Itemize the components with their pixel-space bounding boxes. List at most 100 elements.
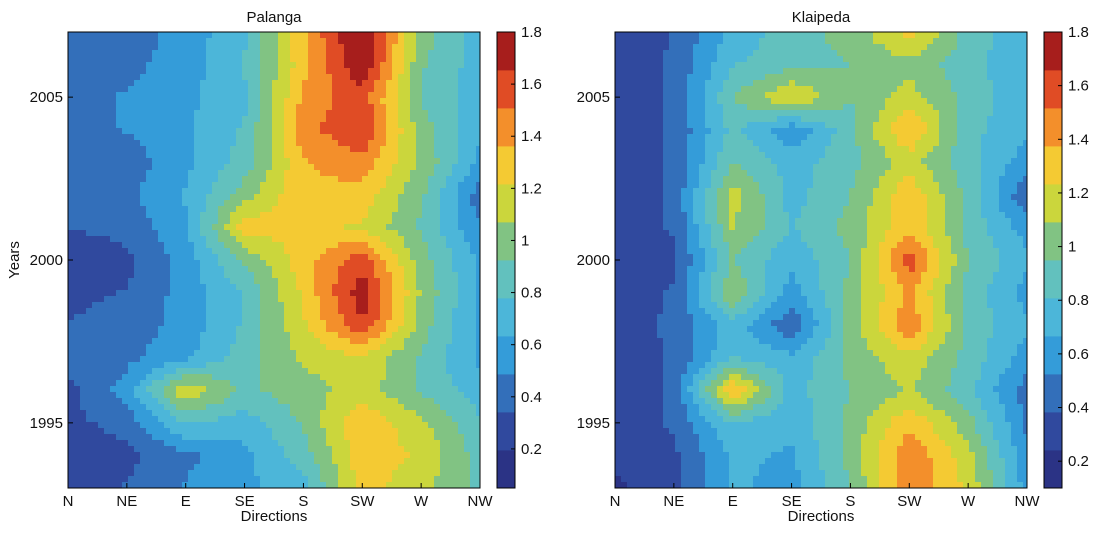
contour-cell bbox=[392, 374, 399, 381]
contour-cell bbox=[440, 404, 447, 411]
contour-cell bbox=[230, 272, 237, 279]
contour-cell bbox=[440, 284, 447, 291]
contour-cell bbox=[374, 314, 381, 321]
contour-cell bbox=[356, 356, 363, 363]
contour-cell bbox=[344, 80, 351, 87]
contour-cell bbox=[446, 290, 453, 297]
contour-cell bbox=[152, 464, 159, 471]
contour-cell bbox=[314, 140, 321, 147]
contour-cell bbox=[92, 416, 99, 423]
contour-cell bbox=[104, 272, 111, 279]
contour-cell bbox=[392, 116, 399, 123]
contour-cell bbox=[428, 284, 435, 291]
contour-cell bbox=[122, 404, 129, 411]
contour-cell bbox=[98, 464, 105, 471]
contour-cell bbox=[86, 242, 93, 249]
contour-cell bbox=[212, 314, 219, 321]
contour-cell bbox=[68, 170, 75, 177]
contour-cell bbox=[284, 416, 291, 423]
contour-cell bbox=[266, 416, 273, 423]
contour-cell bbox=[230, 62, 237, 69]
contour-cell bbox=[182, 362, 189, 369]
contour-cell bbox=[476, 302, 481, 309]
contour-cell bbox=[278, 404, 285, 411]
contour-cell bbox=[278, 152, 285, 159]
contour-cell bbox=[146, 224, 153, 231]
contour-cell bbox=[374, 452, 381, 459]
contour-cell bbox=[74, 104, 81, 111]
contour-cell bbox=[104, 68, 111, 75]
contour-cell bbox=[206, 86, 213, 93]
contour-cell bbox=[326, 356, 333, 363]
contour-cell bbox=[134, 62, 141, 69]
contour-cell bbox=[464, 398, 471, 405]
contour-cell bbox=[278, 302, 285, 309]
contour-cell bbox=[86, 404, 93, 411]
contour-cell bbox=[386, 152, 393, 159]
contour-cell bbox=[332, 140, 339, 147]
contour-cell bbox=[86, 134, 93, 141]
contour-cell bbox=[140, 32, 147, 39]
contour-cell bbox=[158, 146, 165, 153]
contour-cell bbox=[356, 170, 363, 177]
contour-cell bbox=[176, 266, 183, 273]
contour-cell bbox=[392, 260, 399, 267]
contour-cell bbox=[422, 188, 429, 195]
contour-cell bbox=[326, 350, 333, 357]
contour-cell bbox=[128, 320, 135, 327]
contour-cell bbox=[242, 398, 249, 405]
contour-cell bbox=[68, 224, 75, 231]
contour-cell bbox=[356, 374, 363, 381]
contour-cell bbox=[134, 80, 141, 87]
contour-cell bbox=[320, 62, 327, 69]
contour-cell bbox=[416, 224, 423, 231]
contour-cell bbox=[398, 350, 405, 357]
contour-cell bbox=[272, 122, 279, 129]
contour-cell bbox=[338, 158, 345, 165]
contour-cell bbox=[314, 200, 321, 207]
contour-cell bbox=[158, 314, 165, 321]
contour-cell bbox=[362, 248, 369, 255]
contour-cell bbox=[152, 422, 159, 429]
contour-cell bbox=[152, 92, 159, 99]
contour-cell bbox=[182, 146, 189, 153]
contour-cell bbox=[146, 368, 153, 375]
contour-cell bbox=[278, 320, 285, 327]
contour-cell bbox=[140, 452, 147, 459]
contour-cell bbox=[218, 272, 225, 279]
contour-cell bbox=[422, 416, 429, 423]
contour-cell bbox=[470, 86, 477, 93]
contour-cell bbox=[92, 386, 99, 393]
contour-cell bbox=[212, 326, 219, 333]
contour-cell bbox=[350, 158, 357, 165]
contour-cell bbox=[80, 248, 87, 255]
contour-cell bbox=[302, 62, 309, 69]
contour-cell bbox=[80, 332, 87, 339]
contour-cell bbox=[224, 380, 231, 387]
contour-cell bbox=[206, 44, 213, 51]
contour-cell bbox=[338, 314, 345, 321]
contour-cell bbox=[470, 122, 477, 129]
contour-cell bbox=[380, 266, 387, 273]
contour-cell bbox=[434, 104, 441, 111]
contour-cell bbox=[452, 170, 459, 177]
contour-cell bbox=[200, 362, 207, 369]
contour-cell bbox=[266, 176, 273, 183]
contour-cell bbox=[464, 218, 471, 225]
contour-cell bbox=[110, 248, 117, 255]
contour-cell bbox=[176, 254, 183, 261]
contour-cell bbox=[470, 32, 477, 39]
contour-cell bbox=[368, 260, 375, 267]
contour-cell bbox=[200, 32, 207, 39]
contour-cell bbox=[278, 392, 285, 399]
contour-cell bbox=[440, 218, 447, 225]
contour-cell bbox=[470, 266, 477, 273]
contour-cell bbox=[92, 362, 99, 369]
contour-cell bbox=[458, 134, 465, 141]
contour-cell bbox=[458, 152, 465, 159]
contour-cell bbox=[302, 332, 309, 339]
contour-cell bbox=[92, 146, 99, 153]
contour-cell bbox=[146, 86, 153, 93]
contour-cell bbox=[458, 116, 465, 123]
contour-cell bbox=[422, 266, 429, 273]
